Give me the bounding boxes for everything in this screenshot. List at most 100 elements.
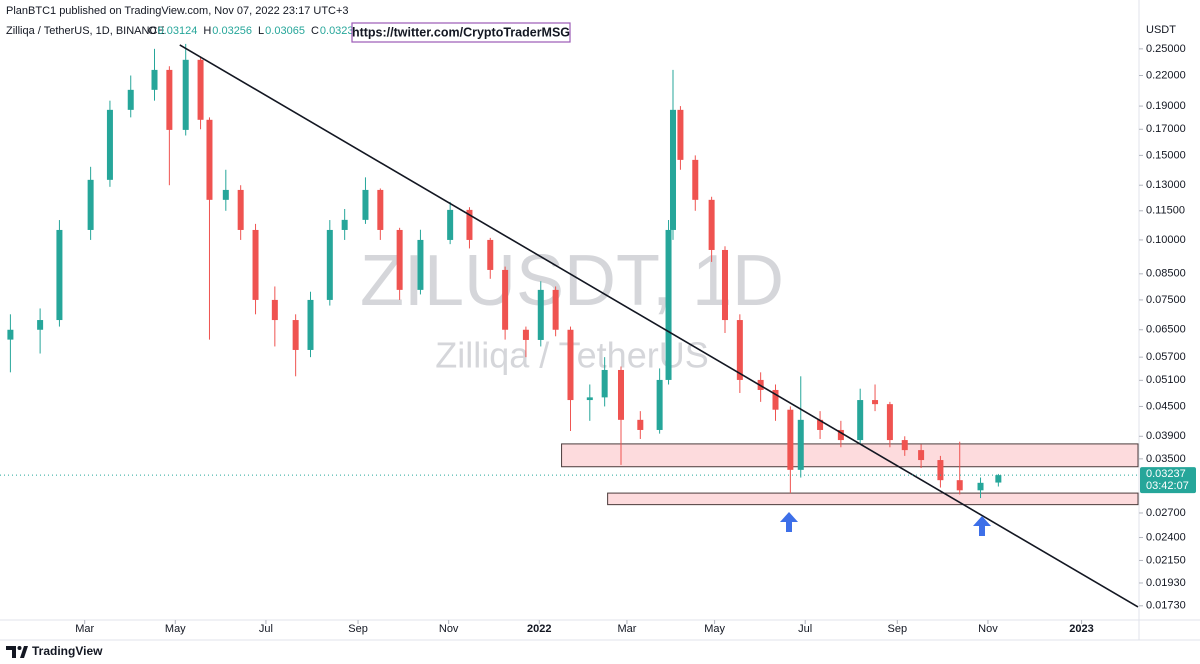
- ohlc-label: O: [148, 25, 157, 37]
- y-tick-label: 0.02700: [1146, 507, 1186, 519]
- y-tick-label: 0.15000: [1146, 149, 1186, 161]
- ohlc-label: H: [203, 25, 211, 37]
- candle-body: [669, 109, 676, 230]
- x-tick-label: May: [165, 623, 186, 635]
- candle-body: [447, 209, 454, 240]
- candle-body: [665, 229, 672, 380]
- candle-body: [271, 299, 278, 321]
- candle-body: [362, 189, 369, 220]
- candle-body: [292, 320, 299, 350]
- x-tick-label: Mar: [617, 623, 636, 635]
- support-zone: [561, 443, 1139, 468]
- y-tick-label: 0.10000: [1146, 234, 1186, 246]
- candle-body: [721, 249, 728, 321]
- last-price-box: [1140, 467, 1196, 494]
- y-tick-label: 0.22000: [1146, 69, 1186, 81]
- x-tick-label: Mar: [75, 623, 94, 635]
- x-tick-label: 2023: [1069, 623, 1093, 635]
- y-tick-label: 0.02150: [1146, 554, 1186, 566]
- candle-body: [502, 269, 509, 330]
- candle-body: [886, 404, 893, 441]
- candle-body: [857, 400, 864, 441]
- y-unit: USDT: [1146, 24, 1176, 36]
- y-tick-label: 0.07500: [1146, 294, 1186, 306]
- candle-body: [567, 329, 574, 401]
- candle-body: [677, 109, 684, 160]
- candle-body: [377, 189, 384, 230]
- candle-body: [106, 109, 113, 180]
- x-tick-label: Nov: [439, 623, 459, 635]
- y-tick-label: 0.11500: [1146, 205, 1185, 217]
- candle-body: [736, 320, 743, 380]
- logo-dot: [17, 646, 22, 650]
- y-tick-label: 0.02400: [1146, 531, 1186, 543]
- countdown: 03:42:07: [1146, 480, 1189, 492]
- ohlc-value: 0.03124: [158, 25, 198, 37]
- candle-body: [396, 229, 403, 290]
- candle-body: [586, 397, 593, 401]
- y-tick-label: 0.03500: [1146, 453, 1186, 465]
- y-tick-label: 0.01930: [1146, 577, 1186, 589]
- candle-body: [708, 199, 715, 250]
- candle-body: [656, 379, 663, 430]
- logo-mark: [6, 646, 16, 658]
- y-axis: USDT 0.25000 0.22000 0.19000 0.17000 0.15000…: [1139, 24, 1186, 612]
- candle-body: [182, 59, 189, 130]
- candle-body: [637, 419, 644, 430]
- y-tick-label: 0.25000: [1146, 43, 1186, 55]
- ohlc-value: 0.03256: [212, 25, 252, 37]
- arrow: [973, 516, 991, 536]
- candle-body: [522, 329, 529, 340]
- candle-body: [552, 289, 559, 330]
- candle-body: [56, 229, 63, 321]
- support-zone: [607, 492, 1139, 506]
- candle-body: [487, 239, 494, 270]
- ohlc-value: 0.03065: [265, 25, 305, 37]
- candle-body: [87, 179, 94, 230]
- x-tick-label: 2022: [527, 623, 551, 635]
- ohlc-value: 0.03237: [320, 25, 360, 37]
- candle-body: [692, 159, 699, 200]
- candle-body: [166, 69, 173, 130]
- y-tick-label: 0.06500: [1146, 324, 1186, 336]
- candles: [7, 43, 1002, 499]
- trendline: [179, 44, 1139, 608]
- candle-body: [901, 440, 908, 451]
- candle-body: [797, 419, 804, 470]
- y-tick-label: 0.05700: [1146, 351, 1186, 363]
- x-tick-label: Sep: [348, 623, 368, 635]
- ohlc-label: L: [258, 25, 264, 37]
- symbol-info: Zilliqa / TetherUS, 1D, BINANCE: [6, 25, 165, 37]
- y-tick-label: 0.08500: [1146, 268, 1186, 280]
- candle-body: [222, 189, 229, 200]
- candle-body: [918, 450, 925, 461]
- ohlc: O 0.03124 H 0.03256 L 0.03065 C 0.03237: [148, 25, 360, 37]
- footer-logo: [6, 646, 28, 658]
- watermark-symbol: ZILUSDT, 1D: [360, 241, 784, 321]
- y-tick-label: 0.17000: [1146, 123, 1186, 135]
- candle-body: [995, 475, 1002, 483]
- link-text[interactable]: https://twitter.com/CryptoTraderMSG: [352, 25, 570, 39]
- zones: [561, 443, 1139, 506]
- y-tick-label: 0.13000: [1146, 179, 1186, 191]
- candle-body: [872, 400, 879, 405]
- x-tick-label: May: [704, 623, 725, 635]
- candle-body: [151, 69, 158, 90]
- candle-body: [417, 239, 424, 290]
- candle-body: [937, 460, 944, 481]
- candle-body: [617, 369, 624, 420]
- published-line: PlanBTC1 published on TradingView.com, N…: [6, 5, 349, 17]
- arrows: [780, 512, 991, 536]
- y-tick-label: 0.04500: [1146, 400, 1186, 412]
- x-tick-label: Sep: [888, 623, 908, 635]
- x-tick-label: Jul: [259, 623, 273, 635]
- candle-body: [817, 419, 824, 430]
- y-tick-label: 0.19000: [1146, 100, 1186, 112]
- candle-body: [37, 320, 44, 330]
- candle-body: [237, 189, 244, 230]
- candle-body: [772, 389, 779, 410]
- x-tick-label: Nov: [978, 623, 998, 635]
